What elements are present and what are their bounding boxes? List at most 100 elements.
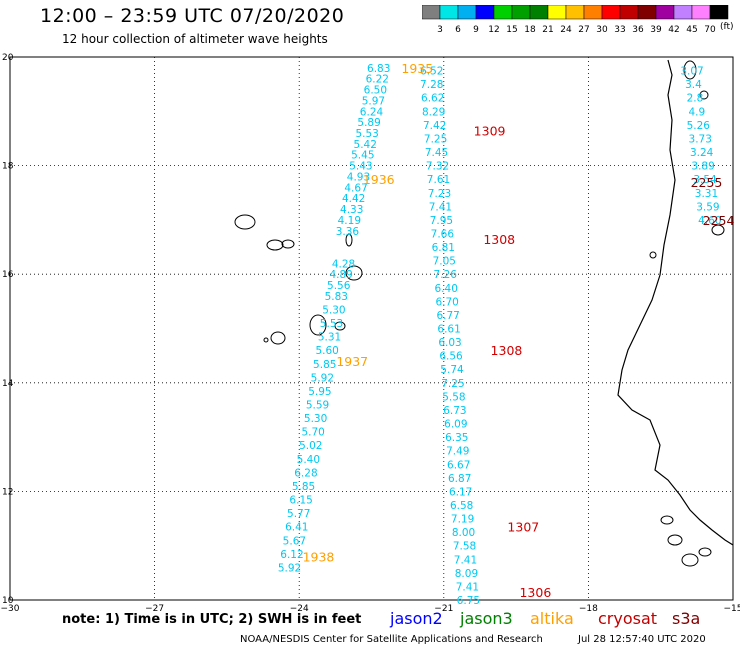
pass-time-label: 1307	[507, 520, 539, 535]
wave-height-label: 5.92	[278, 562, 301, 574]
wave-height-label: 5.30	[304, 413, 327, 425]
pass-time-label: 1308	[491, 343, 523, 358]
wave-height-label: 5.83	[325, 291, 348, 303]
wave-height-label: 5.77	[287, 508, 310, 520]
color-scale-label: 6	[455, 25, 461, 35]
wave-height-label: 6.77	[436, 310, 459, 322]
wave-height-label: 4.42	[342, 193, 365, 205]
pass-time-label: 1309	[474, 123, 506, 138]
wave-height-label: 3.31	[695, 188, 718, 200]
wave-height-label: 7.42	[423, 120, 446, 132]
y-tick-label: 20	[2, 53, 14, 63]
wave-height-label: 5.53	[355, 128, 378, 140]
wave-height-label: 6.28	[294, 467, 317, 479]
wave-height-label: 7.66	[431, 228, 455, 240]
x-tick-label: −21	[434, 604, 453, 614]
island-outline	[263, 337, 269, 343]
x-tick-label: −18	[579, 604, 598, 614]
wave-height-label: 5.97	[362, 95, 385, 107]
wave-height-label: 6.12	[280, 549, 303, 561]
pass-time-label: 1935	[401, 61, 433, 76]
chart-subtitle: 12 hour collection of altimeter wave hei…	[62, 32, 328, 46]
wave-height-label: 6.87	[448, 473, 471, 485]
color-scale-label: 36	[632, 25, 644, 35]
wave-height-label: 5.02	[299, 440, 322, 452]
y-tick-label: 16	[2, 270, 14, 280]
wave-height-label: 6.83	[367, 63, 390, 75]
island-outline	[683, 60, 697, 80]
wave-height-label: 5.45	[351, 150, 374, 162]
wave-height-label: 5.58	[442, 391, 465, 403]
wave-height-label: 8.09	[455, 568, 478, 580]
island-outline	[649, 251, 657, 259]
y-tick-label: 12	[2, 487, 13, 497]
pass-time-label: 2255	[691, 175, 723, 190]
wave-height-label: 5.70	[301, 427, 324, 439]
wave-height-label: 5.31	[318, 332, 341, 344]
wave-height-label: 5.40	[297, 454, 320, 466]
island-outline	[711, 224, 725, 236]
x-tick-label: −24	[290, 604, 309, 614]
x-tick-label: −27	[145, 604, 164, 614]
wave-height-label: 5.95	[308, 386, 331, 398]
wave-height-label: 5.85	[292, 481, 315, 493]
wave-height-label: 6.50	[364, 85, 387, 97]
wave-height-label: 5.26	[687, 120, 711, 132]
color-scale-label: 30	[596, 25, 608, 35]
wave-height-label: 4.93	[347, 171, 370, 183]
wave-height-label: 6.24	[360, 106, 384, 118]
color-scale-label: 12	[488, 25, 499, 35]
wave-height-label: 7.49	[446, 446, 469, 458]
wave-height-label: 7.41	[456, 581, 479, 593]
generated-timestamp: Jul 28 12:57:40 UTC 2020	[578, 634, 706, 645]
wave-height-label: 3.89	[691, 161, 714, 173]
wave-height-label: 4.60	[698, 215, 721, 227]
y-tick-label: 14	[2, 379, 14, 389]
wave-height-label: 3.24	[690, 147, 714, 159]
wave-height-label: 4.67	[344, 182, 367, 194]
plot-frame	[9, 56, 734, 601]
island-outline	[281, 239, 295, 249]
island-outline	[698, 547, 712, 557]
color-scale-label: 45	[686, 25, 697, 35]
island-outline	[270, 331, 286, 345]
island-outline	[309, 314, 327, 336]
y-tick-label: 10	[2, 596, 14, 606]
wave-height-label: 5.43	[349, 161, 372, 173]
wave-height-label: 4.19	[338, 215, 361, 227]
wave-height-label: 6.75	[457, 595, 480, 607]
wave-height-label: 5.74	[440, 364, 464, 376]
color-swatch	[709, 5, 729, 20]
wave-height-label: 7.25	[441, 378, 464, 390]
wave-height-label: 6.03	[438, 337, 461, 349]
wave-height-label: 3.54	[693, 174, 717, 186]
wave-height-label: 6.81	[432, 242, 455, 254]
wave-height-label: 8.00	[452, 527, 475, 539]
wave-height-label: 3.59	[696, 201, 719, 213]
color-scale-label: 27	[578, 25, 589, 35]
wave-height-label: 4.33	[340, 204, 363, 216]
wave-height-label: 5.30	[322, 304, 345, 316]
coastline	[617, 59, 734, 546]
wave-height-label: 2.8	[687, 93, 704, 105]
wave-height-label: 5.60	[315, 345, 338, 357]
wave-height-label: 7.23	[428, 188, 451, 200]
wave-height-label: 6.73	[443, 405, 466, 417]
wave-height-label: 7.19	[451, 514, 474, 526]
wave-height-label: 7.05	[433, 256, 456, 268]
pass-time-label: 1308	[483, 232, 515, 247]
pass-time-label: 1306	[519, 585, 551, 600]
x-tick-label: −30	[1, 604, 20, 614]
wave-height-label: 5.56	[327, 280, 351, 292]
color-scale-unit: (ft)	[720, 22, 734, 32]
island-outline	[660, 515, 674, 525]
color-scale-bar: 3 6 9 12 15 18 21 24 27 30 33 36 39 42 45 70	[422, 5, 729, 35]
y-tick-label: 18	[2, 162, 14, 172]
wave-height-label: 5.92	[311, 372, 334, 384]
island-outline	[345, 233, 353, 247]
wave-height-label: 6.17	[449, 486, 472, 498]
wave-height-label: 5.42	[354, 139, 377, 151]
pass-time-label: 1937	[336, 354, 368, 369]
wave-height-label: 7.41	[429, 201, 452, 213]
